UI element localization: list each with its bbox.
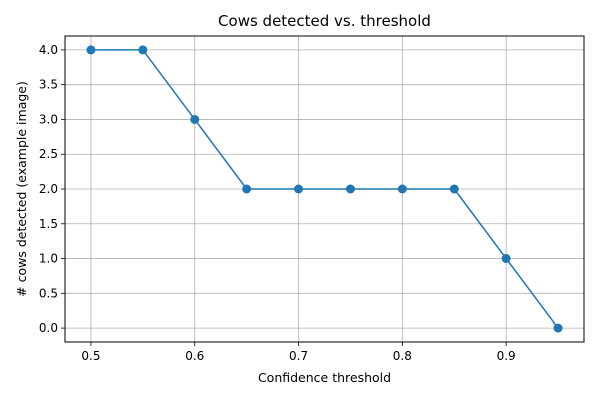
x-tick-label: 0.5 bbox=[81, 349, 100, 363]
data-point bbox=[138, 45, 148, 55]
data-point bbox=[190, 114, 200, 124]
y-tick-label: 4.0 bbox=[39, 43, 58, 57]
y-axis-label: # cows detected (example image) bbox=[14, 81, 29, 297]
series-line bbox=[90, 49, 559, 329]
chart-title: Cows detected vs. threshold bbox=[218, 12, 431, 30]
grid bbox=[65, 36, 584, 342]
data-point bbox=[242, 184, 252, 194]
series-layer bbox=[86, 45, 563, 333]
data-point bbox=[449, 184, 459, 194]
data-point bbox=[397, 184, 407, 194]
x-axis-label: Confidence threshold bbox=[258, 370, 391, 385]
x-tick-label: 0.7 bbox=[289, 349, 308, 363]
x-tick-label: 0.6 bbox=[185, 349, 204, 363]
y-tick-label: 2.5 bbox=[39, 147, 58, 161]
data-point bbox=[294, 184, 304, 194]
y-tick-label: 1.0 bbox=[39, 252, 58, 266]
x-tick-label: 0.8 bbox=[393, 349, 412, 363]
axis-ticks: 0.5 0.6 0.7 0.8 0.9 0.0 0.5 1.0 1.5 2.0 2.5 3.0 3.5 4… bbox=[39, 43, 516, 363]
data-point bbox=[501, 254, 511, 264]
y-tick-label: 2.0 bbox=[39, 182, 58, 196]
y-tick-label: 3.5 bbox=[39, 78, 58, 92]
plot-frame bbox=[64, 35, 585, 343]
y-tick-label: 0.0 bbox=[39, 321, 58, 335]
x-tick-label: 0.9 bbox=[497, 349, 516, 363]
data-point bbox=[553, 323, 563, 333]
data-point bbox=[345, 184, 355, 194]
y-tick-label: 1.5 bbox=[39, 217, 58, 231]
y-tick-label: 3.0 bbox=[39, 112, 58, 126]
y-tick-label: 0.5 bbox=[39, 286, 58, 300]
data-point bbox=[86, 45, 96, 55]
